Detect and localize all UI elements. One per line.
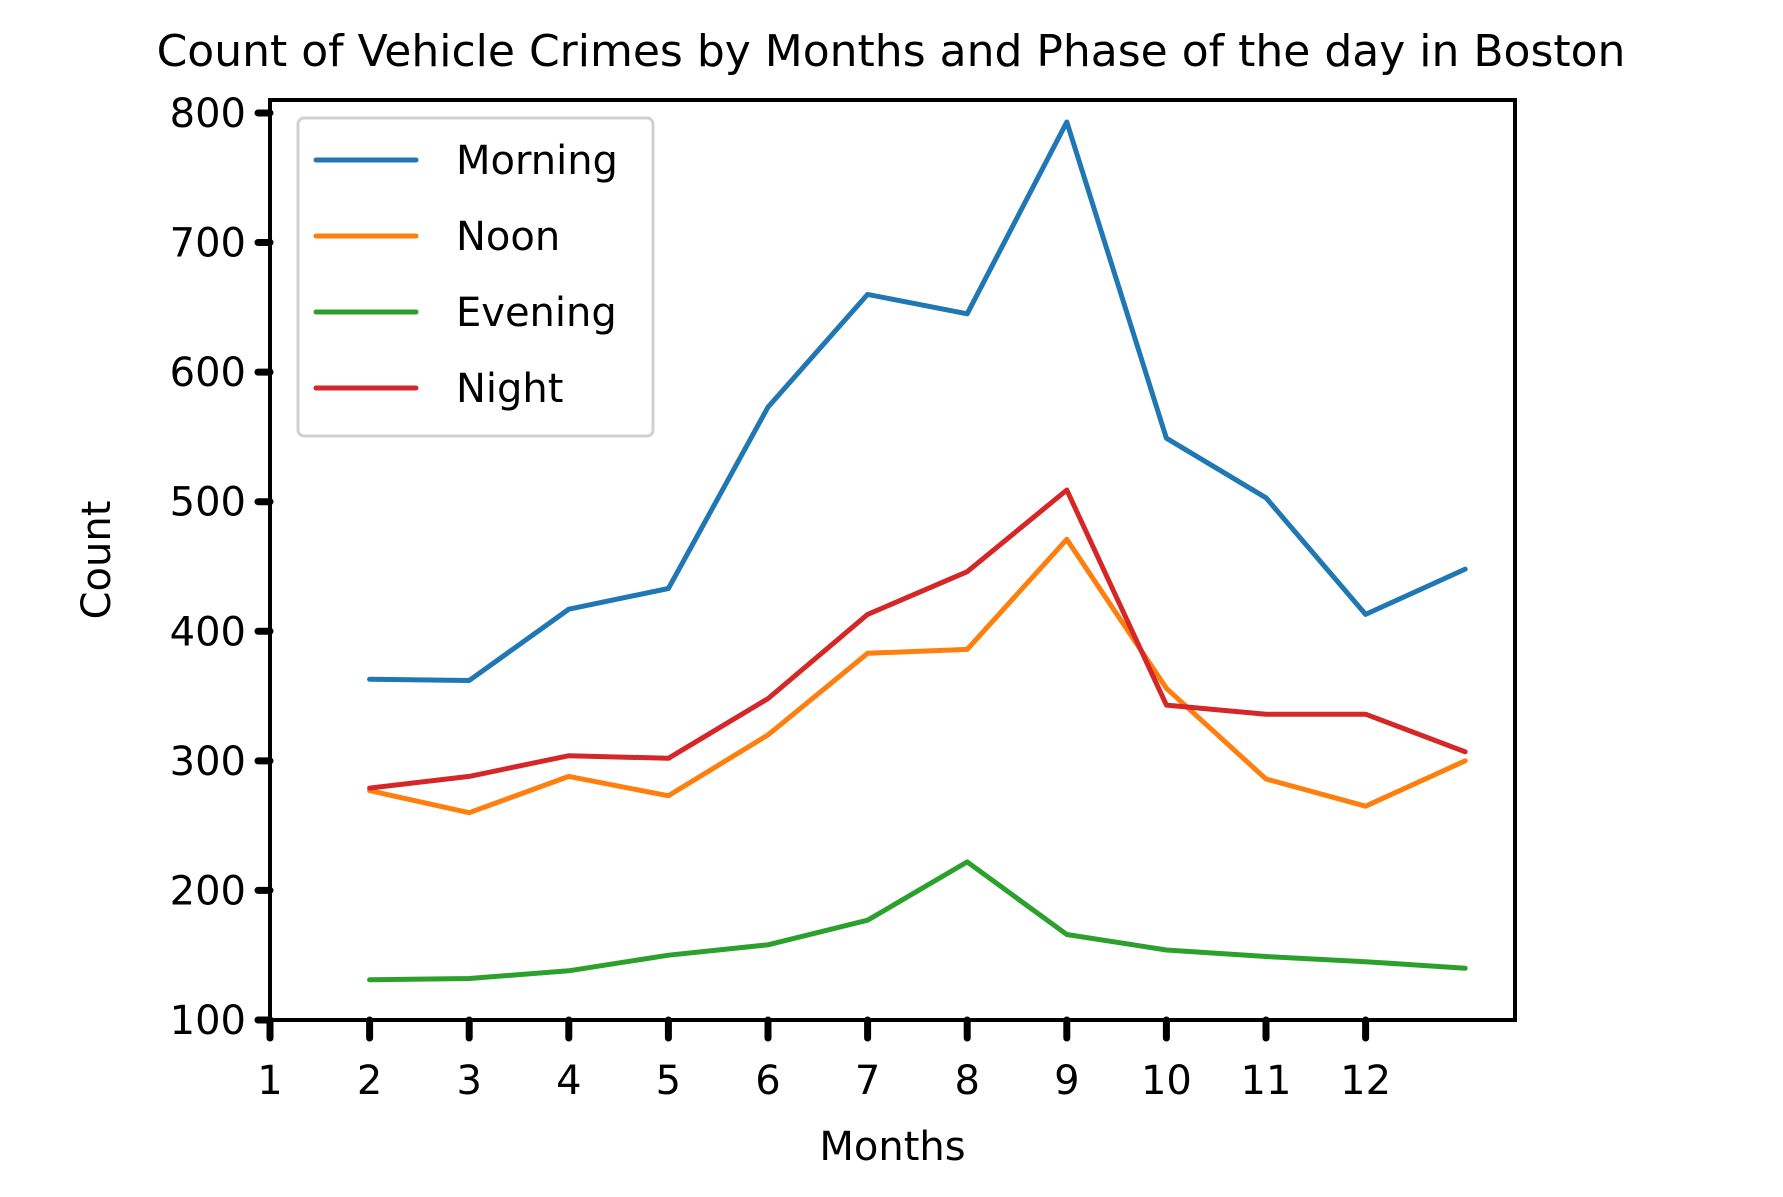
chart-title: Count of Vehicle Crimes by Months and Ph… — [157, 26, 1626, 77]
y-tick-label: 100 — [170, 998, 246, 1044]
y-tick-label: 600 — [170, 350, 246, 396]
legend-box — [296, 116, 655, 438]
x-tick-label: 10 — [1141, 1058, 1192, 1104]
x-axis-label: Months — [819, 1124, 965, 1170]
legend-label-night: Night — [456, 366, 563, 412]
x-tick-label: 9 — [1054, 1058, 1079, 1104]
x-tick-label: 6 — [755, 1058, 780, 1104]
x-tick-label: 8 — [954, 1058, 979, 1104]
y-tick-label: 500 — [170, 480, 246, 526]
y-tick-label: 400 — [170, 609, 246, 655]
y-tick-label: 200 — [170, 868, 246, 914]
plot-frame — [268, 98, 1517, 1022]
x-axis: 1 2 3 4 5 6 7 8 9 10 11 12 — [257, 1016, 1391, 1104]
x-tick-label: 1 — [257, 1058, 282, 1104]
y-tick-label: 300 — [170, 739, 246, 785]
series-line-evening — [367, 859, 1468, 983]
x-tick-label: 3 — [456, 1058, 481, 1104]
x-tick-label: 11 — [1241, 1058, 1292, 1104]
x-tick-label: 12 — [1340, 1058, 1391, 1104]
x-tick-label: 2 — [357, 1058, 382, 1104]
series-group — [367, 119, 1468, 983]
y-tick-label: 800 — [170, 91, 246, 137]
x-tick-label: 4 — [556, 1058, 581, 1104]
series-line-morning — [367, 119, 1468, 683]
series-line-noon — [367, 536, 1468, 816]
y-axis-label: Count — [74, 501, 120, 620]
legend-label-morning: Morning — [456, 138, 618, 184]
legend-label-noon: Noon — [456, 214, 560, 260]
x-tick-label: 5 — [656, 1058, 681, 1104]
legend-label-evening: Evening — [456, 290, 617, 336]
y-tick-label: 700 — [170, 221, 246, 267]
legend: Morning Noon Evening Night — [296, 116, 655, 438]
series-line-night — [367, 487, 1468, 791]
y-axis: 100 200 300 400 500 600 700 800 — [170, 91, 274, 1044]
x-tick-label: 7 — [855, 1058, 880, 1104]
